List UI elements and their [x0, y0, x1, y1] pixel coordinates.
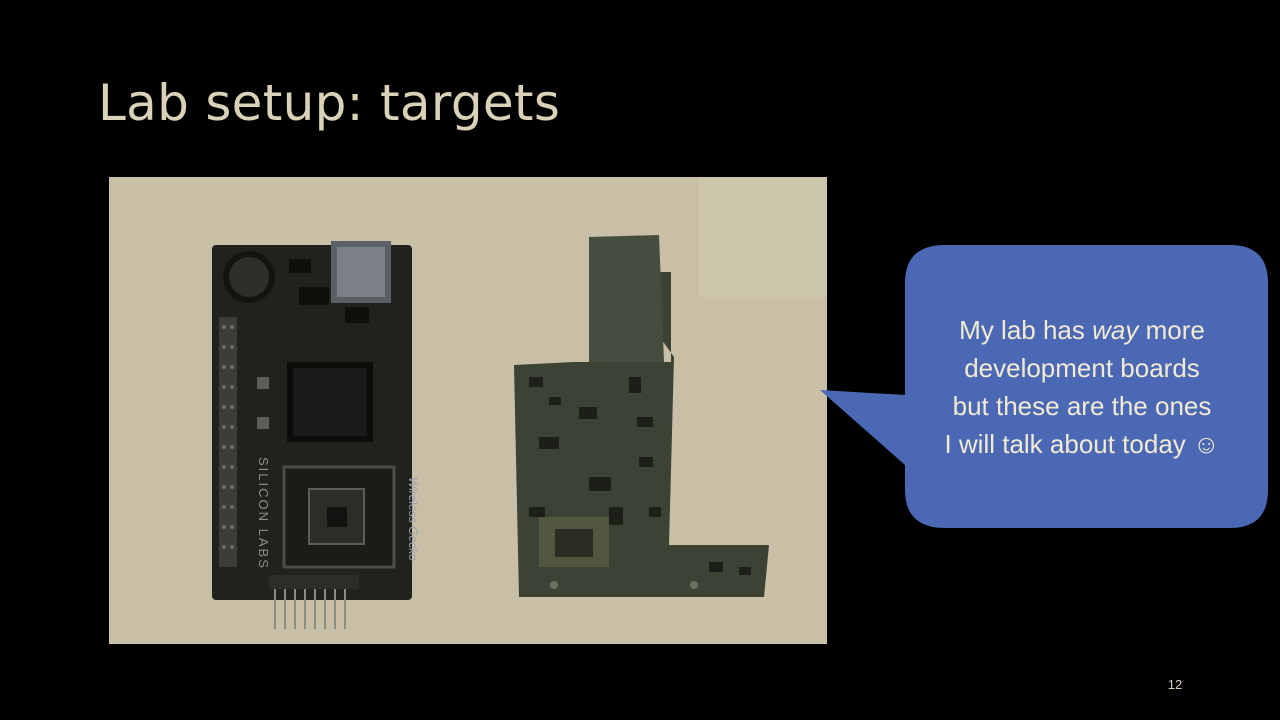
slide-title: Lab setup: targets — [98, 74, 561, 132]
emphasis-way: way — [1092, 315, 1139, 345]
custom-pcb-board — [514, 235, 769, 597]
wireless-gecko-label: Wireless Gecko — [406, 477, 420, 561]
lab-boards-photo: SILICON LABS Wireless Gecko — [109, 177, 827, 644]
silicon-labs-silkscreen: SILICON LABS — [256, 457, 271, 570]
speech-bubble-shape — [820, 245, 1268, 528]
speech-bubble: My lab has way more development boards b… — [820, 245, 1270, 530]
callout-line-1: My lab has way more — [959, 315, 1205, 345]
callout-line-3: but these are the ones — [952, 391, 1212, 421]
dev-kit-board: SILICON LABS Wireless Gecko — [212, 241, 420, 629]
boards-illustration: SILICON LABS Wireless Gecko — [109, 177, 827, 644]
page-number: 12 — [1167, 677, 1183, 692]
callout-line-2: development boards — [964, 353, 1200, 383]
callout-text: My lab has way more development boards b… — [912, 311, 1252, 463]
callout-line-4: I will talk about today ☺ — [944, 429, 1220, 459]
